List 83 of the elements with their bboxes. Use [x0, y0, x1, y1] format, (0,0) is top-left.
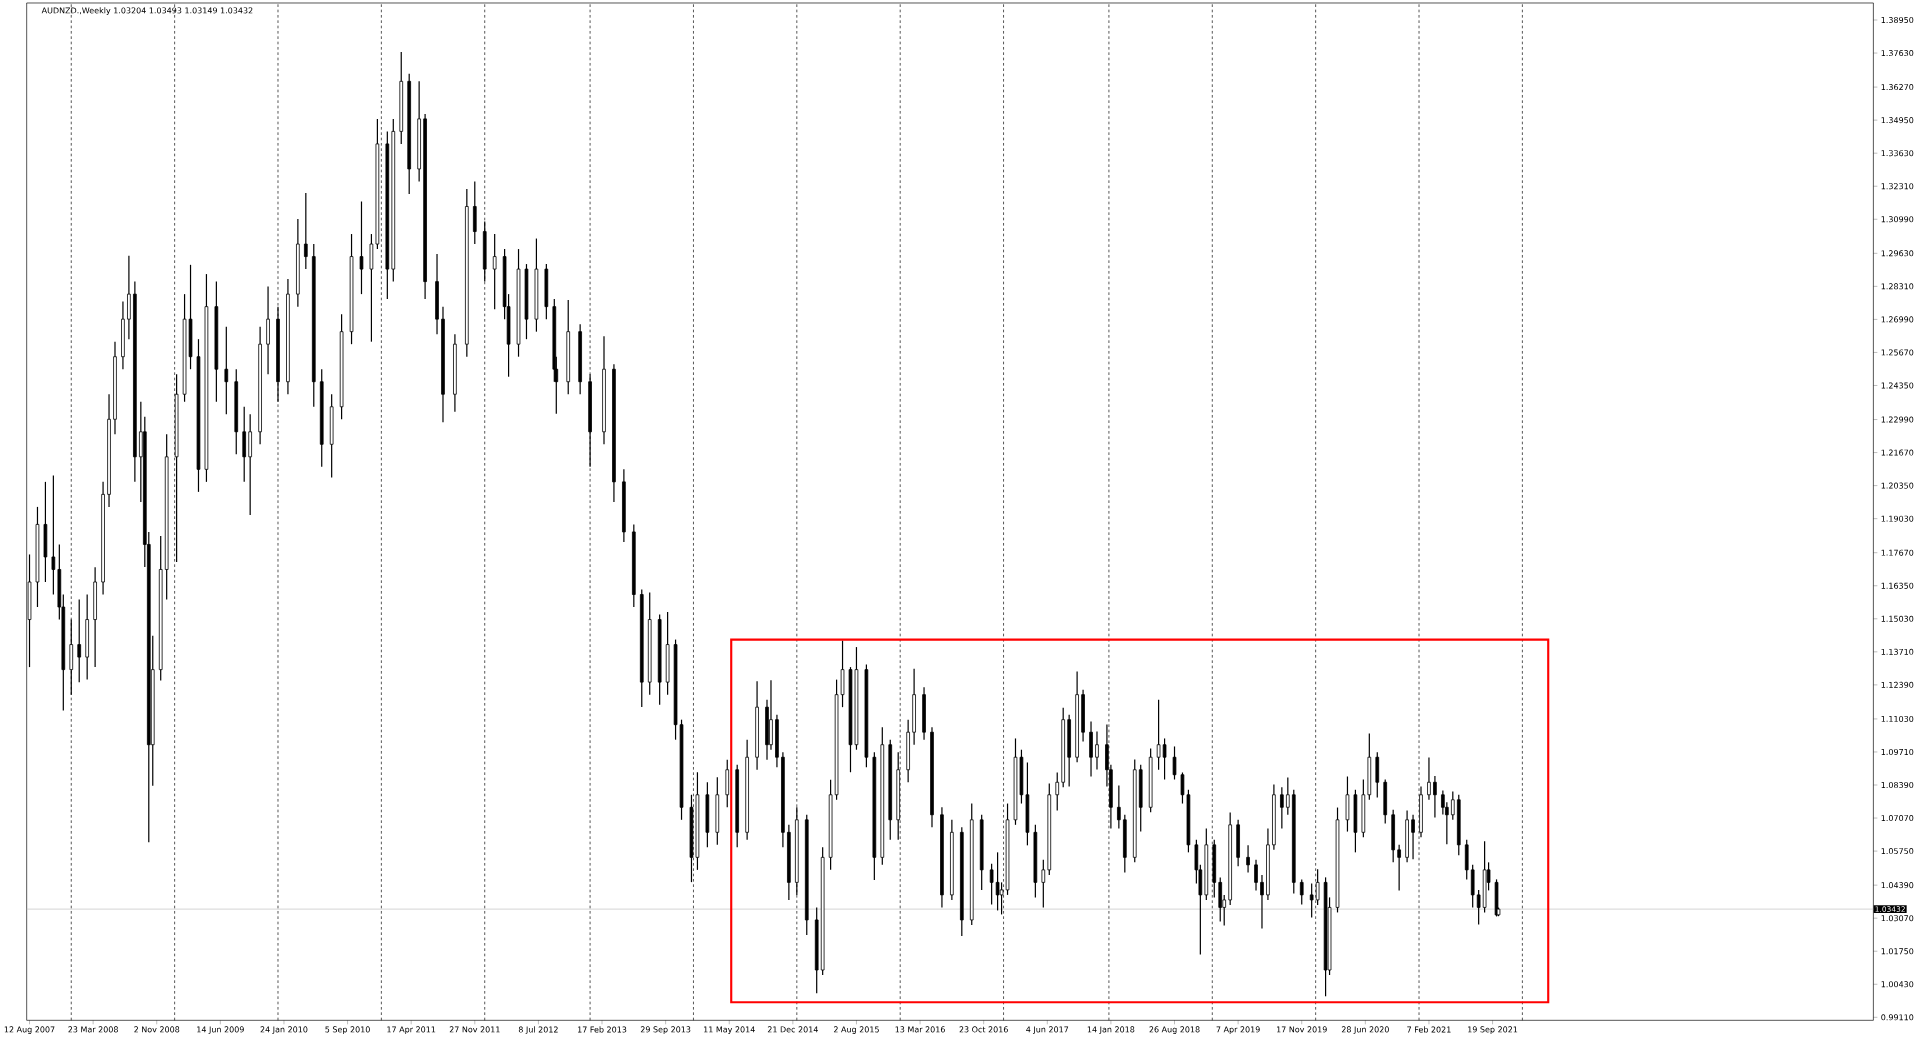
candlestick [51, 475, 56, 596]
y-tick-label: 1.34950 [1881, 117, 1914, 124]
y-tick-label: 1.24350 [1881, 382, 1914, 389]
candlestick [1156, 699, 1161, 771]
text: AUDNZD.,Weekly 1.03204 1.03493 1.03149 1.03432 [41, 7, 253, 15]
candlestick [1450, 790, 1455, 821]
y-tick-label: 1.17670 [1881, 549, 1914, 556]
x-tick-label: 5 Sep 2010 [325, 1026, 370, 1034]
y-tick-label: 1.16350 [1881, 582, 1914, 589]
candlestick [1476, 889, 1481, 926]
y-tick-label: 1.01750 [1881, 948, 1914, 955]
y-tick-label: 1.26990 [1881, 316, 1914, 323]
y-tick-label: 1.07070 [1881, 815, 1914, 822]
x-tick-label: 29 Sep 2013 [640, 1026, 691, 1034]
x-tick-label: 7 Apr 2019 [1216, 1026, 1260, 1034]
y-tick-label: 1.15030 [1881, 615, 1914, 622]
x-tick-label: 19 Sep 2021 [1468, 1026, 1518, 1034]
y-tick-label: 1.32310 [1881, 183, 1914, 190]
candlestick [1095, 730, 1099, 771]
candlestick [1299, 878, 1304, 906]
x-tick-label: 8 Jul 2012 [518, 1026, 558, 1035]
candlestick [1260, 874, 1264, 930]
candlestick [1397, 844, 1401, 891]
y-tick-label: 1.04390 [1881, 882, 1914, 889]
x-tick-label: 24 Jan 2010 [260, 1026, 308, 1034]
x-tick-label: 17 Nov 2019 [1276, 1026, 1327, 1033]
x-tick-label: 17 Apr 2011 [387, 1026, 436, 1034]
x-tick-label: 7 Feb 2021 [1407, 1026, 1451, 1033]
x-tick-label: 14 Jan 2018 [1087, 1026, 1135, 1034]
x-tick-label: 14 Jun 2009 [197, 1026, 244, 1034]
y-tick-label: 1.29630 [1881, 250, 1914, 257]
y-tick-label: 1.38950 [1881, 16, 1914, 24]
y-tick-label: 1.28310 [1881, 283, 1914, 290]
x-tick-label: 27 Nov 2011 [449, 1026, 500, 1033]
x-tick-label: 28 Jun 2020 [1341, 1026, 1389, 1034]
y-tick-label: 1.13710 [1881, 648, 1914, 655]
candlestick [224, 326, 229, 415]
candlestick [1280, 786, 1284, 830]
y-tick-label: 1.22990 [1881, 416, 1914, 423]
y-tick-label: 1.25670 [1881, 349, 1914, 356]
candlestick [492, 233, 497, 310]
candlestick [1286, 776, 1290, 816]
candlestick [1433, 775, 1437, 819]
y-tick-label: 1.33630 [1881, 150, 1914, 157]
x-tick-label: 21 Dec 2014 [767, 1026, 818, 1033]
y-tick-label: 1.12390 [1881, 681, 1914, 688]
x-tick-label: 4 Jun 2017 [1026, 1026, 1069, 1034]
candlestick [1172, 745, 1177, 781]
candlestick [77, 598, 82, 683]
candlestick [1117, 784, 1121, 830]
candlestick [1162, 737, 1167, 781]
y-tick-label: 1.03070 [1881, 915, 1914, 922]
y-tick-label: 0.99110 [1881, 1014, 1914, 1021]
y-tick-label: 1.20350 [1881, 482, 1914, 489]
x-tick-label: 2 Nov 2008 [134, 1026, 180, 1033]
candlestick [359, 200, 364, 295]
x-tick-label: 12 Aug 2007 [4, 1026, 55, 1034]
x-tick-label: 23 Oct 2016 [959, 1026, 1008, 1033]
candlestick [1411, 814, 1415, 860]
x-tick-label: 11 May 2014 [704, 1026, 755, 1034]
y-tick-label: 1.21670 [1881, 449, 1914, 456]
y-tick-label: 1.05750 [1881, 848, 1914, 855]
candlestick [995, 851, 1000, 912]
x-tick-label: 23 Mar 2008 [68, 1026, 118, 1033]
x-tick-label: 2 Aug 2015 [833, 1026, 879, 1034]
candlestick [1055, 771, 1060, 812]
candlestick [1254, 859, 1258, 891]
y-tick-label: 1.19030 [1881, 515, 1914, 522]
candlestick [304, 192, 308, 270]
y-tick-label: 1.08390 [1881, 781, 1914, 789]
candlestick [1246, 844, 1250, 873]
candlestick [1041, 859, 1046, 909]
candlestick [1427, 756, 1431, 801]
y-tick-label: 1.36270 [1881, 84, 1914, 91]
x-tick-label: 26 Aug 2018 [1149, 1026, 1200, 1034]
x-tick-label: 13 Mar 2016 [895, 1026, 945, 1033]
candlestick [989, 863, 994, 906]
y-tick-label: 1.37630 [1881, 50, 1914, 57]
y-tick-label: 1.00430 [1881, 981, 1914, 988]
y-tick-label: 1.30990 [1881, 216, 1914, 223]
x-tick-label: 17 Feb 2013 [578, 1026, 627, 1033]
y-tick-label: 1.09710 [1881, 748, 1914, 755]
y-tick-label: 1.11030 [1881, 715, 1914, 722]
